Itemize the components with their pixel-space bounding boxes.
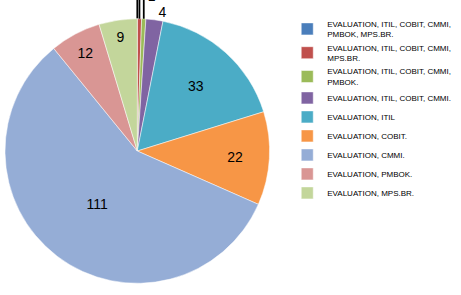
svg-text:1: 1 [148, 0, 156, 4]
svg-text:EVALUATION, ITIL, COBIT, CMMI,: EVALUATION, ITIL, COBIT, CMMI,MPS.BR. [327, 44, 451, 63]
svg-text:EVALUATION, COBIT.: EVALUATION, COBIT. [327, 132, 407, 141]
svg-text:22: 22 [227, 149, 243, 165]
svg-text:EVALUATION, ITIL: EVALUATION, ITIL [327, 113, 395, 122]
svg-text:EVALUATION, ITIL, COBIT, CMMI,: EVALUATION, ITIL, COBIT, CMMI,PMBOK, MPS… [327, 20, 451, 39]
svg-text:EVALUATION, ITIL, COBIT, CMMI.: EVALUATION, ITIL, COBIT, CMMI. [327, 94, 451, 103]
svg-text:33: 33 [188, 78, 204, 94]
svg-text:9: 9 [116, 29, 124, 45]
svg-text:EVALUATION, MPS.BR.: EVALUATION, MPS.BR. [327, 189, 414, 198]
svg-text:12: 12 [77, 45, 93, 61]
svg-text:EVALUATION, PMBOK.: EVALUATION, PMBOK. [327, 170, 412, 179]
svg-text:EVALUATION, CMMI.: EVALUATION, CMMI. [327, 151, 405, 160]
svg-text:111: 111 [86, 196, 107, 212]
svg-text:EVALUATION, ITIL, COBIT, CMMI,: EVALUATION, ITIL, COBIT, CMMI,PMBOK. [327, 67, 451, 86]
svg-text:4: 4 [158, 4, 166, 20]
